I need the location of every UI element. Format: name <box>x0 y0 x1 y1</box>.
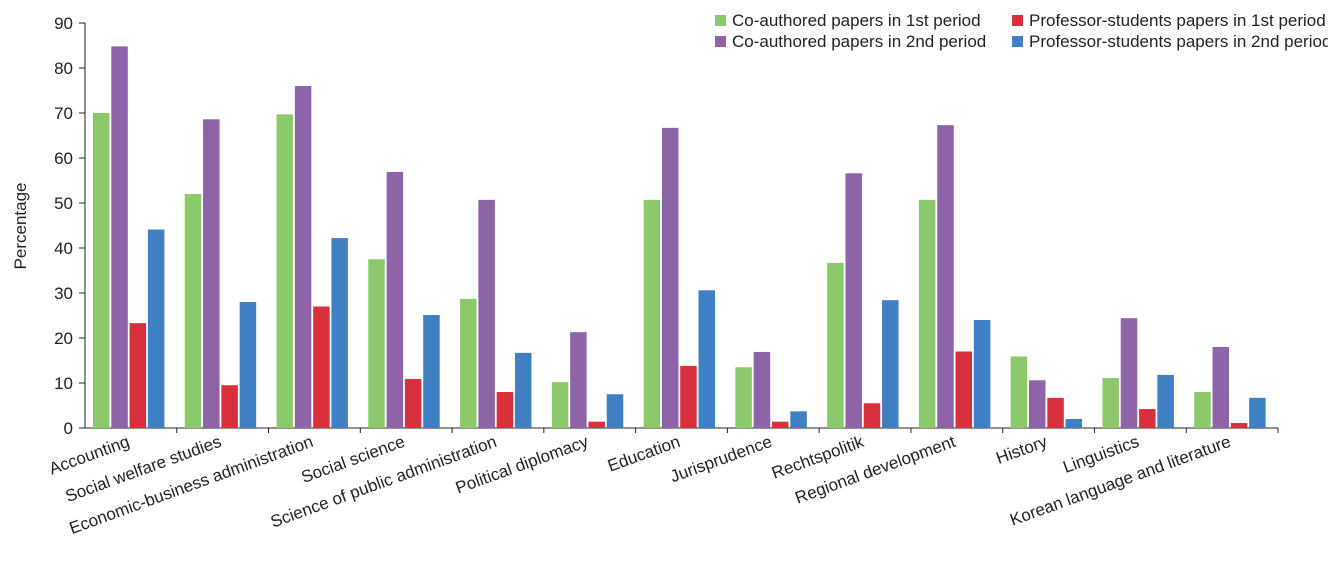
bar <box>111 46 128 429</box>
bar <box>771 421 789 428</box>
bar <box>404 378 422 428</box>
bar <box>1194 392 1211 428</box>
bar <box>735 367 752 428</box>
bar <box>753 351 771 428</box>
legend-swatch <box>1012 36 1023 47</box>
y-axis-title: Percentage <box>11 183 30 270</box>
bar <box>1212 347 1230 428</box>
y-tick-label: 60 <box>54 149 73 168</box>
bar <box>331 238 348 428</box>
bar <box>1249 397 1266 428</box>
bar <box>882 300 899 428</box>
bar <box>643 199 661 428</box>
y-tick-label: 80 <box>54 59 73 78</box>
legend-label: Professor-students papers in 1st period <box>1029 11 1326 30</box>
bar <box>239 302 257 428</box>
bar <box>478 199 495 428</box>
bar <box>1102 378 1119 428</box>
bar <box>129 323 147 428</box>
legend-swatch <box>1012 15 1023 26</box>
bar <box>1047 397 1064 428</box>
legend-swatch <box>715 15 726 26</box>
bar <box>1028 380 1046 428</box>
bar <box>1065 419 1083 428</box>
y-tick-label: 30 <box>54 284 73 303</box>
bar <box>955 351 973 428</box>
bar <box>973 320 991 428</box>
category-label: Regional development <box>793 432 959 508</box>
bar <box>184 194 202 428</box>
legend-label: Co-authored papers in 1st period <box>732 11 981 30</box>
bar <box>937 125 954 429</box>
bar <box>386 171 404 428</box>
bar <box>1010 356 1028 428</box>
bar <box>294 86 312 428</box>
bar <box>918 199 936 428</box>
bar <box>827 262 844 428</box>
bar <box>1230 423 1248 428</box>
bar <box>203 119 220 429</box>
legend: Co-authored papers in 1st period Co-autho… <box>715 11 1328 51</box>
y-tick-label: 10 <box>54 374 73 393</box>
bar <box>221 385 238 428</box>
bar <box>863 403 881 428</box>
legend-label: Co-authored papers in 2nd period <box>732 32 986 51</box>
bar <box>276 114 294 428</box>
category-label: History <box>994 432 1051 468</box>
bar <box>368 259 385 428</box>
bar <box>147 229 165 428</box>
y-tick-label: 90 <box>54 14 73 33</box>
legend-label: Professor-students papers in 2nd period <box>1029 32 1328 51</box>
bars <box>93 46 1266 429</box>
legend-swatch <box>715 36 726 47</box>
y-tick-label: 70 <box>54 104 73 123</box>
bar <box>514 352 532 428</box>
bar <box>551 382 569 428</box>
bar <box>606 394 624 428</box>
y-tick-label: 0 <box>64 419 73 438</box>
y-tick-label: 50 <box>54 194 73 213</box>
bar <box>661 127 679 428</box>
bar <box>93 113 110 428</box>
y-tick-label: 20 <box>54 329 73 348</box>
bar <box>845 173 862 428</box>
bar <box>680 365 697 428</box>
bar <box>1139 409 1156 428</box>
bar <box>313 306 330 428</box>
bar <box>1157 374 1174 428</box>
bar <box>423 315 440 428</box>
bar <box>570 332 587 428</box>
bar <box>698 290 716 428</box>
bar <box>790 411 807 428</box>
y-tick-label: 40 <box>54 239 73 258</box>
bar <box>460 298 477 428</box>
bar <box>496 392 514 428</box>
bar <box>1120 318 1138 428</box>
bar <box>588 421 605 428</box>
category-label: Jurisprudence <box>668 432 775 486</box>
